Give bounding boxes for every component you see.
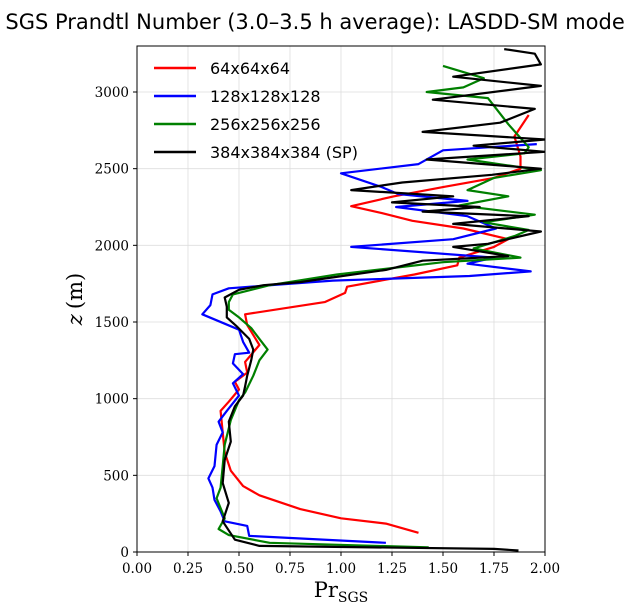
x-axis-label-subscript: SGS	[338, 590, 368, 606]
x-tick-label: 0.00	[122, 561, 152, 577]
legend-label-4: 384x384x384 (SP)	[210, 143, 358, 162]
x-axis-label: PrSGS	[314, 578, 369, 606]
plot-area	[136, 45, 546, 553]
x-axis: 0.00 0.25 0.50 0.75 1.00 1.25 1.50 1.75 2.00	[122, 552, 560, 577]
y-tick-label: 1500	[95, 315, 129, 331]
legend-label-2: 128x128x128	[210, 87, 321, 106]
x-tick-label: 1.00	[326, 561, 356, 577]
y-tick-label: 500	[103, 468, 129, 484]
chart-title: SGS Prandtl Number (3.0–3.5 h average): …	[5, 10, 626, 34]
y-axis-label: z (m)	[63, 273, 87, 326]
y-axis-label-variable: z	[63, 313, 87, 326]
y-tick-label: 0	[120, 545, 129, 561]
series-layer	[201, 48, 545, 552]
x-tick-label: 0.75	[275, 561, 305, 577]
x-tick-label: 2.00	[530, 561, 560, 577]
y-axis-label-unit: (m)	[63, 273, 87, 309]
y-tick-label: 1000	[95, 392, 129, 408]
series-line-1	[219, 114, 530, 534]
x-tick-label: 1.50	[428, 561, 458, 577]
x-tick-label: 0.25	[173, 561, 203, 577]
legend-label-1: 64x64x64	[210, 59, 290, 78]
series-line-2	[201, 143, 537, 544]
y-axis: 0 500 1000 1500 2000 2500 3000	[95, 85, 137, 561]
legend: 64x64x64 128x128x128 256x256x256 384x384x38…	[154, 59, 358, 162]
x-axis-label-main: Pr	[314, 578, 339, 602]
y-tick-label: 2000	[95, 238, 129, 254]
y-tick-label: 2500	[95, 162, 129, 178]
x-tick-label: 0.50	[224, 561, 254, 577]
series-line-4	[221, 48, 545, 552]
legend-label-3: 256x256x256	[210, 115, 321, 134]
y-tick-label: 3000	[95, 85, 129, 101]
x-tick-label: 1.25	[377, 561, 407, 577]
x-tick-label: 1.75	[479, 561, 509, 577]
